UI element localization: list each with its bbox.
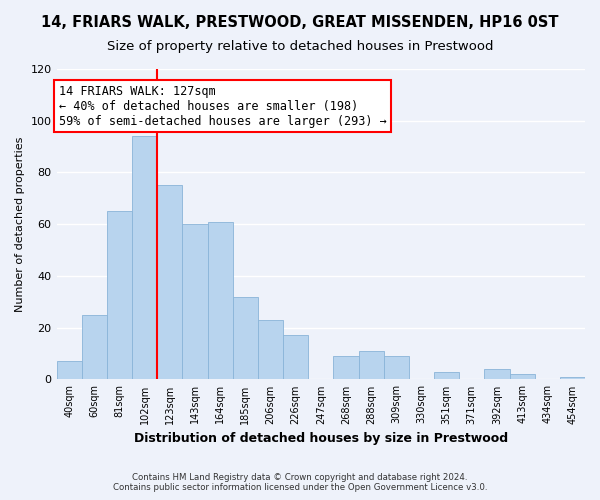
Bar — [484, 369, 509, 380]
X-axis label: Distribution of detached houses by size in Prestwood: Distribution of detached houses by size … — [134, 432, 508, 445]
Text: 14, FRIARS WALK, PRESTWOOD, GREAT MISSENDEN, HP16 0ST: 14, FRIARS WALK, PRESTWOOD, GREAT MISSEN… — [41, 15, 559, 30]
Bar — [434, 372, 459, 380]
Bar — [258, 320, 283, 380]
Bar — [560, 377, 585, 380]
Bar — [283, 336, 308, 380]
Bar — [132, 136, 157, 380]
Bar — [383, 356, 409, 380]
Y-axis label: Number of detached properties: Number of detached properties — [15, 136, 25, 312]
Text: 14 FRIARS WALK: 127sqm
← 40% of detached houses are smaller (198)
59% of semi-de: 14 FRIARS WALK: 127sqm ← 40% of detached… — [59, 84, 386, 128]
Bar — [208, 222, 233, 380]
Bar — [107, 212, 132, 380]
Text: Contains HM Land Registry data © Crown copyright and database right 2024.
Contai: Contains HM Land Registry data © Crown c… — [113, 473, 487, 492]
Bar — [56, 362, 82, 380]
Bar — [82, 315, 107, 380]
Bar — [509, 374, 535, 380]
Bar — [182, 224, 208, 380]
Bar — [233, 296, 258, 380]
Bar — [157, 186, 182, 380]
Text: Size of property relative to detached houses in Prestwood: Size of property relative to detached ho… — [107, 40, 493, 53]
Bar — [359, 351, 383, 380]
Bar — [334, 356, 359, 380]
